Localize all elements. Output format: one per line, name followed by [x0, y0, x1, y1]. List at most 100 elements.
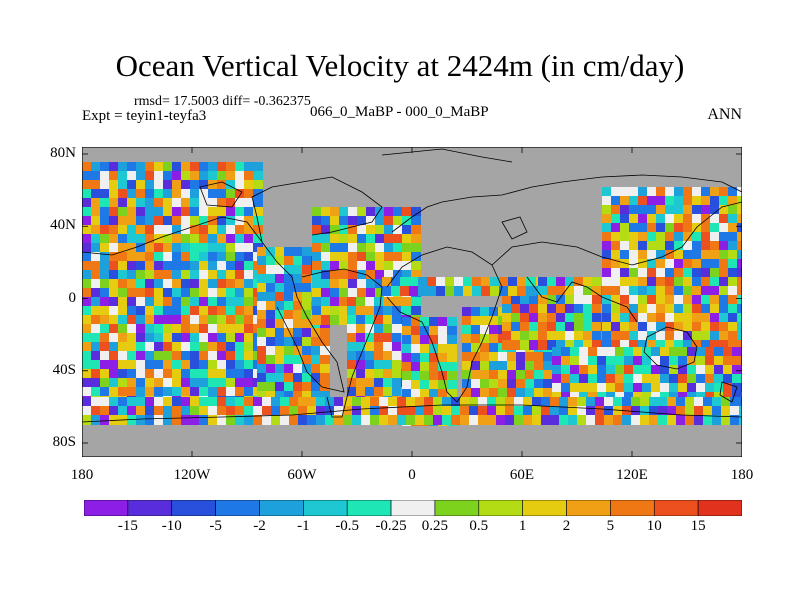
colorbar-swatch — [522, 500, 567, 516]
ocean-cell — [701, 187, 711, 197]
ocean-cell — [411, 207, 421, 217]
ocean-cell — [154, 369, 164, 379]
ocean-cell — [154, 207, 164, 217]
ocean-cell — [547, 277, 557, 287]
ocean-cell — [145, 324, 155, 334]
ocean-cell — [656, 250, 666, 260]
ocean-cell — [365, 369, 375, 379]
ocean-cell — [687, 356, 697, 366]
ocean-cell — [361, 415, 371, 425]
ocean-cell — [669, 383, 679, 393]
ocean-cell — [100, 225, 110, 235]
ocean-cell — [480, 307, 490, 317]
ocean-cell — [550, 415, 560, 425]
ocean-cell — [552, 356, 562, 366]
ocean-cell — [615, 365, 625, 375]
ocean-cell — [606, 383, 616, 393]
ocean-cell — [620, 205, 630, 215]
ocean-cell — [420, 371, 430, 381]
ocean-cell — [82, 216, 92, 226]
ocean-cell — [383, 360, 393, 370]
ocean-cell — [710, 205, 720, 215]
ocean-cell — [561, 374, 571, 384]
ocean-cell — [620, 259, 630, 269]
ocean-cell — [181, 216, 191, 226]
ocean-cell — [100, 333, 110, 343]
colorbar-label: 15 — [690, 518, 706, 534]
ocean-cell — [235, 225, 245, 235]
ocean-cell — [676, 406, 686, 416]
ocean-cell — [320, 346, 330, 356]
ocean-cell — [289, 406, 299, 416]
ocean-cell — [145, 397, 155, 407]
ocean-cell — [136, 324, 146, 334]
ocean-cell — [556, 277, 566, 287]
ocean-cell — [136, 342, 146, 352]
ocean-cell — [235, 279, 245, 289]
ocean-cell — [343, 397, 353, 407]
ocean-cell — [665, 340, 675, 350]
ocean-cell — [658, 415, 668, 425]
ocean-cell — [402, 335, 412, 345]
ocean-cell — [244, 171, 254, 181]
ocean-cell — [100, 189, 110, 199]
ocean-cell — [532, 415, 542, 425]
ocean-cell — [375, 270, 385, 280]
ocean-cell — [728, 205, 738, 215]
ocean-cell — [642, 356, 652, 366]
ocean-cell — [406, 406, 416, 416]
ocean-cell — [649, 415, 659, 425]
ocean-cell — [275, 247, 285, 257]
ocean-cell — [208, 415, 218, 425]
ocean-cell — [505, 406, 515, 416]
ocean-cell — [316, 415, 326, 425]
ocean-cell — [556, 295, 566, 305]
ocean-cell — [293, 382, 303, 392]
ocean-cell — [356, 306, 366, 316]
ocean-cell — [226, 288, 236, 298]
ocean-cell — [82, 162, 92, 172]
ocean-cell — [737, 259, 742, 269]
ocean-cell — [532, 397, 542, 407]
ocean-cell — [647, 340, 657, 350]
ocean-cell — [118, 333, 128, 343]
ocean-cell — [471, 361, 481, 371]
ocean-cell — [257, 247, 267, 257]
ocean-cell — [629, 223, 639, 233]
ocean-cell — [217, 406, 227, 416]
ocean-cell — [217, 171, 227, 181]
ocean-cell — [275, 310, 285, 320]
ocean-cell — [226, 397, 236, 407]
ocean-cell — [375, 279, 385, 289]
ocean-cell — [665, 196, 675, 206]
ocean-cell — [244, 270, 254, 280]
ocean-cell — [384, 225, 394, 235]
ocean-cell — [739, 406, 742, 416]
ocean-cell — [728, 214, 738, 224]
ocean-cell — [316, 406, 326, 416]
colorbar-swatch — [215, 500, 260, 516]
ocean-cell — [100, 415, 110, 425]
ocean-cell — [154, 216, 164, 226]
ocean-cell — [392, 369, 402, 379]
ocean-cell — [217, 216, 227, 226]
colorbar-swatch — [259, 500, 304, 516]
ocean-cell — [651, 365, 661, 375]
ocean-cell — [343, 406, 353, 416]
ocean-cell — [574, 331, 584, 341]
ocean-cell — [516, 352, 526, 362]
ocean-cell — [257, 337, 267, 347]
ocean-cell — [307, 406, 317, 416]
ocean-cell — [409, 277, 419, 287]
ocean-cell — [235, 387, 245, 397]
ocean-cell — [478, 397, 488, 407]
ocean-cell — [356, 342, 366, 352]
ocean-cell — [438, 344, 448, 354]
ocean-cell — [392, 351, 402, 361]
ocean-cell — [163, 261, 173, 271]
ocean-cell — [719, 268, 729, 278]
ocean-cell — [91, 216, 101, 226]
ocean-cell — [172, 415, 182, 425]
ocean-cell — [172, 252, 182, 262]
ocean-cell — [683, 331, 693, 341]
